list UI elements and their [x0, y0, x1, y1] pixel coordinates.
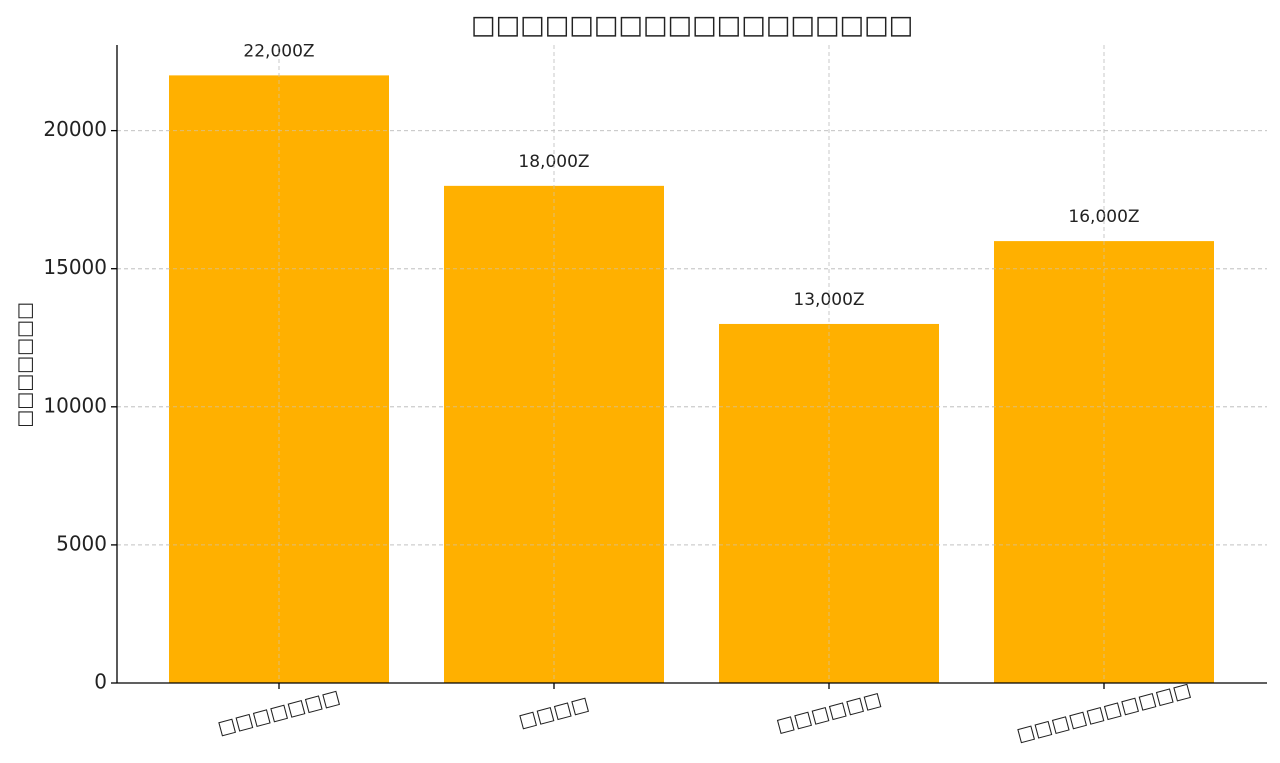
x-tick-label: □□□□□□□ — [215, 686, 342, 740]
y-tick-label: 15000 — [43, 255, 107, 279]
value-label: 16,000Z — [1068, 207, 1139, 227]
bar — [169, 75, 389, 683]
y-tick-label: 0 — [94, 670, 107, 694]
value-label: 18,000Z — [518, 152, 589, 172]
y-tick-label: 5000 — [56, 531, 107, 555]
x-tick-label: □□□□ — [516, 693, 591, 733]
x-tick-label: □□□□□□ — [774, 688, 884, 737]
value-label: 22,000Z — [243, 41, 314, 61]
chart-title: □□□□□□□□□□□□□□□□□□ — [471, 11, 913, 41]
y-tick-label: 10000 — [43, 393, 107, 417]
y-axis-label: □□□□□□□ — [14, 302, 36, 428]
y-tick-label: 20000 — [43, 117, 107, 141]
